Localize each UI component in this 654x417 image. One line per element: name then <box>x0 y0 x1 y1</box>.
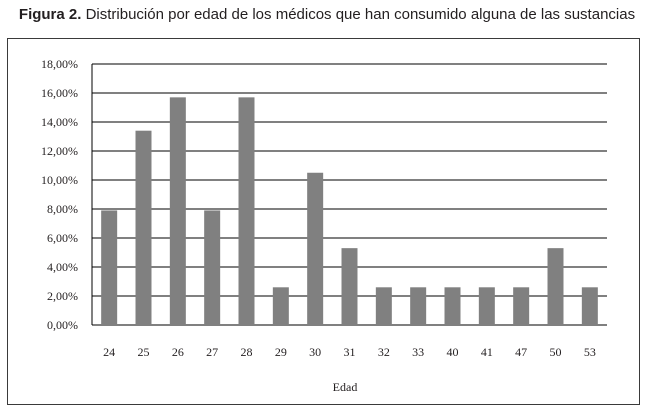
x-tick-label: 30 <box>309 345 321 359</box>
y-tick-label: 2,00% <box>47 289 78 303</box>
bar <box>135 130 152 325</box>
y-tick-label: 18,00% <box>41 57 78 71</box>
y-tick-label: 12,00% <box>41 144 78 158</box>
x-tick-label: 31 <box>344 345 356 359</box>
y-tick-label: 0,00% <box>47 318 78 332</box>
x-tick-label: 47 <box>515 345 527 359</box>
bar <box>410 287 427 325</box>
figure-title-text: Distribución por edad de los médicos que… <box>81 6 636 23</box>
bar <box>101 210 118 325</box>
x-tick-label: 25 <box>138 345 150 359</box>
bar <box>272 287 289 325</box>
bar <box>444 287 461 325</box>
bar <box>547 248 564 325</box>
x-axis-label: Edad <box>333 380 358 394</box>
y-tick-label: 6,00% <box>47 231 78 245</box>
bar <box>341 248 358 325</box>
bar <box>375 287 392 325</box>
y-tick-label: 16,00% <box>41 86 78 100</box>
y-tick-label: 10,00% <box>41 173 78 187</box>
x-tick-label: 53 <box>584 345 596 359</box>
bar <box>513 287 530 325</box>
y-tick-label: 8,00% <box>47 202 78 216</box>
x-tick-label: 40 <box>447 345 459 359</box>
y-tick-label: 14,00% <box>41 115 78 129</box>
x-tick-label: 32 <box>378 345 390 359</box>
figure-title: Figura 2. Distribución por edad de los m… <box>0 6 654 23</box>
x-tick-label: 26 <box>172 345 184 359</box>
y-tick-labels: 0,00% 2,00% 4,00% 6,00% 8,00% 10,00% 12,00% 14,… <box>41 57 78 332</box>
bar <box>204 210 221 325</box>
x-tick-label: 29 <box>275 345 287 359</box>
bar <box>238 97 255 325</box>
x-tick-label: 50 <box>550 345 562 359</box>
x-tick-labels: 24 25 26 27 28 29 30 31 32 33 40 41 47 50 53 <box>103 345 596 359</box>
chart-frame <box>7 38 640 405</box>
bar <box>581 287 598 325</box>
bars <box>101 97 598 325</box>
x-tick-label: 28 <box>241 345 253 359</box>
y-tick-label: 4,00% <box>47 260 78 274</box>
x-tick-label: 41 <box>481 345 493 359</box>
bar <box>478 287 495 325</box>
x-tick-label: 33 <box>412 345 424 359</box>
x-tick-label: 24 <box>103 345 115 359</box>
x-tick-label: 27 <box>206 345 218 359</box>
bar <box>307 172 324 325</box>
figure-title-lead: Figura 2. <box>18 6 82 23</box>
bar <box>169 97 186 325</box>
